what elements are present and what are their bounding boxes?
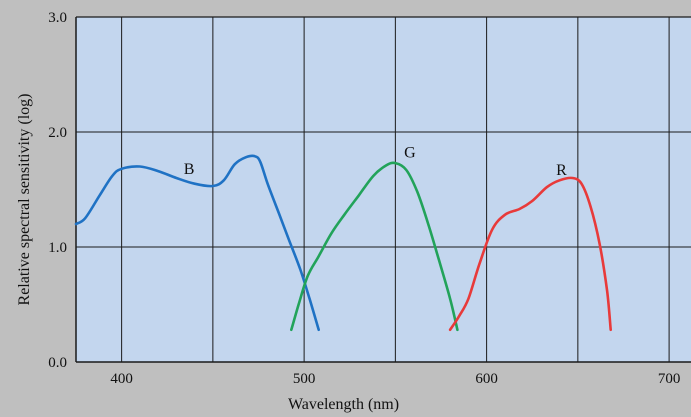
tick-labels: 400 500 600 700 0.0 1.0 2.0 3.0 (48, 10, 680, 387)
series-labels: B G R (184, 145, 567, 179)
x-axis-title: Wavelength (nm) (288, 396, 399, 413)
plot-area (76, 17, 691, 362)
x-tick-label: 500 (293, 371, 316, 387)
y-tick-label: 1.0 (48, 240, 67, 256)
y-tick-label: 2.0 (48, 125, 67, 141)
series-label-g: G (404, 145, 416, 162)
y-tick-label: 3.0 (48, 10, 67, 26)
y-axis-title: Relative spectral sensitivity (log) (16, 94, 33, 306)
y-tick-label: 0.0 (48, 355, 67, 371)
series-line-r (448, 176, 612, 332)
series-curves (74, 154, 612, 332)
gridlines (76, 17, 691, 362)
series-line-b (74, 154, 320, 332)
x-tick-label: 700 (658, 371, 681, 387)
series-label-b: B (184, 161, 195, 178)
x-tick-label: 600 (475, 371, 498, 387)
series-label-r: R (556, 162, 567, 179)
x-tick-label: 400 (110, 371, 133, 387)
series-line-g (290, 161, 459, 332)
axes (75, 16, 691, 363)
